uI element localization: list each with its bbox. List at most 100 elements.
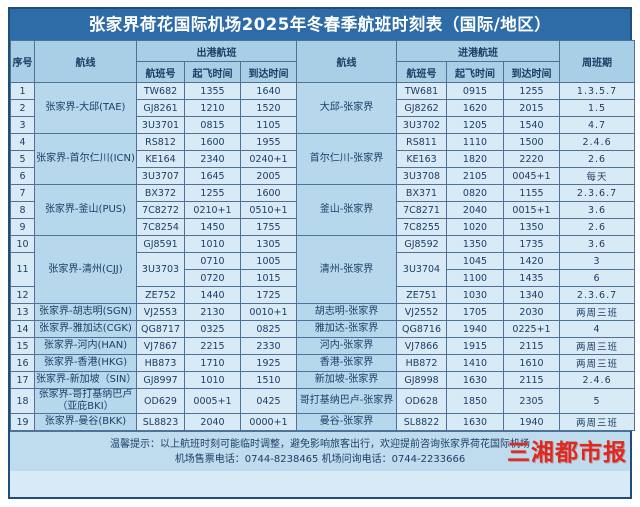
page-title: 张家界荷花国际机场2025年冬春季航班时刻表（国际/地区）	[10, 9, 630, 40]
schedule-table: 序号 航线 出港航班 航线 进港航班 周班期 航班号 起飞时间 到达时间 航班号…	[10, 40, 636, 431]
flight-no-out-cell: ZE752	[136, 286, 185, 304]
week-cell: 4	[559, 320, 636, 338]
dep-time-out-cell: 1010	[184, 371, 241, 389]
arr-time-out-cell: 1755	[239, 218, 298, 236]
seq-cell: 18	[10, 388, 35, 414]
dep-time-out-cell: 0710	[184, 252, 241, 270]
col-header-arrival-group: 进港航班	[396, 40, 561, 62]
flight-no-out-cell: 7C8254	[136, 218, 185, 236]
route-out-cell: 张家界-大邱(TAE)	[34, 82, 137, 134]
week-cell: 3	[559, 252, 636, 270]
table-header: 序号 航线 出港航班 航线 进港航班 周班期 航班号 起飞时间 到达时间 航班号…	[10, 40, 636, 83]
route-in-cell: 首尔仁川-张家界	[296, 133, 398, 185]
flight-no-out-cell: SL8823	[136, 413, 185, 431]
arr-time-in-cell: 0045+1	[503, 167, 561, 185]
flight-no-in-cell: 7C8271	[396, 201, 448, 219]
route-out-cell: 张家界-釜山(PUS)	[34, 184, 137, 236]
col-header-dep-time-out: 起飞时间	[184, 61, 241, 83]
flight-no-out-cell: VJ2553	[136, 303, 185, 321]
arr-time-in-cell: 0015+1	[503, 201, 561, 219]
col-header-week: 周班期	[559, 40, 636, 83]
route-out-cell: 张家界-胡志明(SGN)	[34, 303, 137, 321]
arr-time-in-cell: 2305	[503, 388, 561, 414]
arr-time-out-cell: 1305	[239, 235, 298, 253]
seq-cell: 13	[10, 303, 35, 321]
dep-time-in-cell: 1205	[446, 116, 505, 134]
route-out-cell: 张家界-清州(CJJ)	[34, 235, 137, 304]
table-row: 13 张家界-胡志明(SGN) VJ2553 2130 0010+1 胡志明-张家界 VJ2…	[10, 303, 636, 321]
table-row: 5 KE164 2340 0240+1 KE163 1820 2220 2.6	[10, 150, 636, 168]
arr-time-in-cell: 1940	[503, 413, 561, 431]
table-body: 1 张家界-大邱(TAE) TW682 1355 1640 大邱-张家界 TW681 0915…	[10, 82, 636, 431]
col-header-route-in: 航线	[296, 40, 398, 83]
table-row: 3 3U3701 0815 1105 3U3702 1205 1540 4.7	[10, 116, 636, 134]
footer-note-line1: 温馨提示：以上航班时刻可能临时调整，避免影响旅客出行，欢迎提前咨询张家界荷花国际…	[110, 439, 530, 450]
footer-note-line2: 机场售票电话：0744-8238465 机场问询电话：0744-2233666	[174, 454, 466, 465]
flight-no-out-cell: VJ7867	[136, 337, 185, 355]
arr-time-out-cell: 0510+1	[239, 201, 298, 219]
flight-no-in-cell: HB872	[396, 354, 448, 372]
flight-no-in-cell: GJ8592	[396, 235, 448, 253]
route-out-cell: 张家界-雅加达(CGK)	[34, 320, 137, 338]
dep-time-out-cell: 1440	[184, 286, 241, 304]
flight-no-in-cell: BX371	[396, 184, 448, 202]
dep-time-out-cell: 2040	[184, 413, 241, 431]
seq-cell: 1	[10, 82, 35, 100]
seq-cell: 17	[10, 371, 35, 389]
dep-time-in-cell: 1850	[446, 388, 505, 414]
dep-time-out-cell: 0005+1	[184, 388, 241, 414]
table-row: 9 7C8254 1450 1755 7C8255 1020 1350 2.6	[10, 218, 636, 236]
table-row: 16 张家界-香港(HKG) HB873 1710 1925 香港-张家界 HB872 141…	[10, 354, 636, 372]
seq-cell: 11	[10, 252, 35, 287]
flight-no-out-cell: 7C8272	[136, 201, 185, 219]
week-cell: 2.3.6.7	[559, 184, 636, 202]
week-cell: 6	[559, 269, 636, 287]
arr-time-out-cell: 0425	[239, 388, 298, 414]
week-cell: 两周三班	[559, 413, 636, 431]
route-out-cell: 张家界-河内(HAN)	[34, 337, 137, 355]
route-out-cell: 张家界-哥打基纳巴卢（亚庇BKI）	[34, 388, 137, 414]
newspaper-logo: 三湘都市报	[507, 439, 627, 466]
col-header-route-out: 航线	[34, 40, 137, 83]
flight-no-out-cell: 3U3701	[136, 116, 185, 134]
dep-time-in-cell: 2105	[446, 167, 505, 185]
arr-time-out-cell: 1725	[239, 286, 298, 304]
arr-time-in-cell: 1340	[503, 286, 561, 304]
arr-time-out-cell: 2005	[239, 167, 298, 185]
col-header-arr-time-out: 到达时间	[239, 61, 298, 83]
arr-time-in-cell: 2115	[503, 337, 561, 355]
arr-time-in-cell: 1255	[503, 82, 561, 100]
flight-no-in-cell: GJ8998	[396, 371, 448, 389]
seq-cell: 9	[10, 218, 35, 236]
table-row: 14 张家界-雅加达(CGK) QG8717 0325 0825 雅加达-张家界 QG871…	[10, 320, 636, 338]
dep-time-in-cell: 1030	[446, 286, 505, 304]
route-in-cell: 哥打基纳巴卢-张家界	[296, 388, 398, 414]
flight-no-in-cell: SL8822	[396, 413, 448, 431]
week-cell: 每天	[559, 167, 636, 185]
flight-no-in-cell: KE163	[396, 150, 448, 168]
week-cell: 4.7	[559, 116, 636, 134]
col-header-seq: 序号	[10, 40, 35, 83]
dep-time-in-cell: 1100	[446, 269, 505, 287]
col-header-arr-time-in: 到达时间	[503, 61, 561, 83]
arr-time-in-cell: 0225+1	[503, 320, 561, 338]
seq-cell: 15	[10, 337, 35, 355]
week-cell: 3.6	[559, 235, 636, 253]
seq-cell: 16	[10, 354, 35, 372]
flight-no-out-cell: TW682	[136, 82, 185, 100]
arr-time-out-cell: 0000+1	[239, 413, 298, 431]
flight-no-out-cell: BX372	[136, 184, 185, 202]
dep-time-out-cell: 0210+1	[184, 201, 241, 219]
arr-time-out-cell: 0825	[239, 320, 298, 338]
dep-time-out-cell: 0325	[184, 320, 241, 338]
col-header-flight-no-in: 航班号	[396, 61, 448, 83]
footer-note: 温馨提示：以上航班时刻可能临时调整，避免影响旅客出行，欢迎提前咨询张家界荷花国际…	[10, 431, 630, 471]
week-cell: 两周三班	[559, 337, 636, 355]
arr-time-in-cell: 1610	[503, 354, 561, 372]
flight-no-in-cell: 3U3708	[396, 167, 448, 185]
route-out-cell: 张家界-新加坡（SIN）	[34, 371, 137, 389]
flight-no-in-cell: VJ7866	[396, 337, 448, 355]
route-in-cell: 清州-张家界	[296, 235, 398, 304]
dep-time-out-cell: 1255	[184, 184, 241, 202]
flight-no-in-cell: QG8716	[396, 320, 448, 338]
